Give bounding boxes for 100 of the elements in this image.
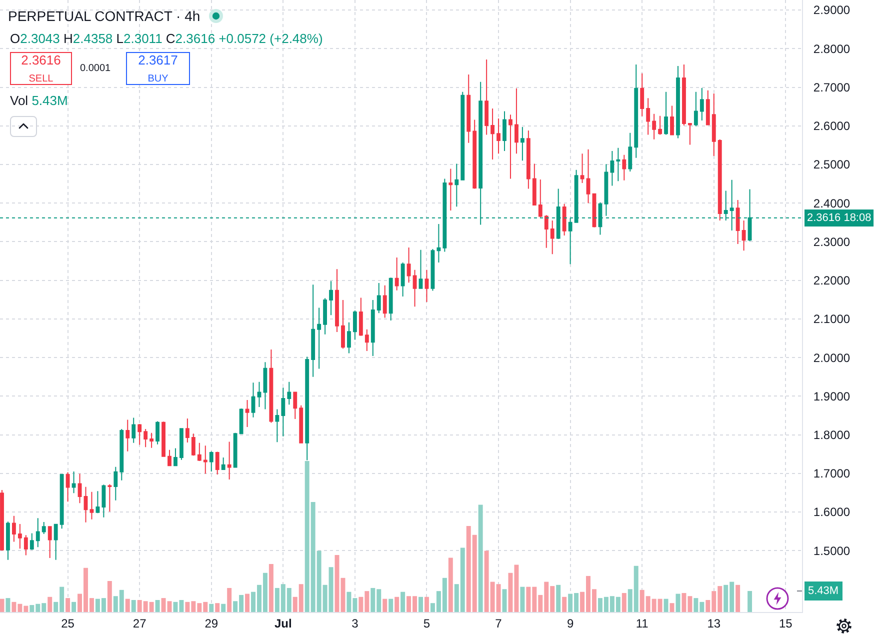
annotation: 2.3616 SELL	[21, 52, 61, 84]
x-tick-label: 27	[132, 616, 147, 630]
candlestick	[144, 428, 148, 448]
candlestick	[42, 522, 46, 534]
x-tick-label: 15	[778, 616, 793, 630]
candlestick	[502, 110, 506, 152]
candlestick	[24, 534, 28, 556]
candlestick	[311, 284, 316, 378]
candlestick	[544, 214, 548, 248]
y-tick-label: 2.9000	[813, 3, 850, 18]
candlestick	[162, 421, 166, 457]
candlestick	[78, 473, 82, 504]
candlestick	[72, 470, 76, 494]
y2-tick-label: 5.43M	[808, 585, 839, 597]
candlestick	[448, 168, 453, 211]
candlestick	[18, 523, 22, 550]
bar	[388, 598, 394, 612]
annotation: 0.0001	[80, 63, 112, 74]
candlestick	[335, 268, 339, 333]
candlestick	[203, 445, 208, 474]
candlestick	[490, 108, 495, 160]
candlestick	[634, 64, 638, 158]
candlestick	[694, 91, 698, 127]
candlestick	[108, 484, 112, 512]
candlestick	[364, 328, 369, 352]
candlestick	[676, 66, 680, 139]
y-tick-label: 2.3000	[813, 234, 850, 249]
candlestick	[174, 448, 178, 467]
candlestick	[520, 126, 524, 162]
candlestick	[233, 432, 238, 468]
candlestick	[275, 408, 280, 443]
candlestick	[406, 247, 411, 284]
candlestick	[466, 74, 471, 144]
candlestick	[412, 269, 417, 308]
candlestick	[54, 523, 58, 560]
y-tick-label: 2.1000	[813, 312, 850, 326]
candlestick	[622, 154, 626, 181]
x-tick-label: 5	[423, 616, 430, 630]
candlestick	[370, 300, 375, 356]
candlestick	[269, 348, 274, 424]
candlestick	[382, 284, 387, 318]
candlestick	[191, 433, 196, 456]
y-tick-label: 2.8000	[813, 42, 850, 56]
bar	[622, 593, 626, 612]
y-tick-label: 1.8000	[813, 428, 850, 442]
bar	[72, 602, 76, 612]
candlestick	[96, 490, 100, 514]
candlestick	[640, 72, 644, 117]
candlestick	[562, 203, 566, 236]
candlestick	[454, 163, 459, 208]
candlestick	[664, 91, 668, 136]
candlestick	[418, 249, 423, 290]
candlestick	[538, 179, 542, 218]
y-tick-label: 2.2000	[813, 274, 850, 288]
candlestick	[526, 130, 530, 190]
candlestick	[120, 428, 124, 481]
candlestick	[400, 262, 405, 298]
candlestick	[90, 491, 94, 520]
bar	[478, 504, 483, 612]
bar	[748, 590, 752, 612]
candlestick	[646, 98, 650, 136]
bar	[664, 598, 668, 612]
y-tick-label: 2.4000	[813, 196, 850, 210]
bar	[131, 600, 136, 612]
candlestick	[287, 381, 292, 406]
candlestick	[66, 472, 70, 502]
x-tick-label: 3	[352, 616, 359, 630]
candlestick	[156, 420, 160, 445]
ref-line-label: 2.3616 18:08	[807, 212, 872, 224]
candlestick	[317, 307, 322, 370]
y-tick-label: 1.7000	[813, 466, 850, 481]
candlestick	[376, 282, 381, 314]
candlestick	[610, 150, 614, 186]
candlestick	[12, 515, 16, 542]
x-tick-label: 25	[61, 616, 75, 630]
candlestick	[150, 432, 154, 448]
candlestick	[245, 400, 250, 428]
y-tick-label: 1.6000	[813, 505, 850, 520]
candlestick	[48, 526, 52, 558]
candlestick	[185, 418, 190, 443]
bar	[0, 598, 4, 612]
candlestick	[496, 118, 500, 154]
candlestick	[616, 147, 620, 182]
candlestick	[60, 474, 64, 530]
candlestick	[251, 382, 256, 418]
candlestick	[138, 423, 142, 446]
candlestick	[102, 484, 106, 518]
candlestick	[352, 310, 357, 340]
candlestick	[670, 105, 674, 136]
candlestick	[36, 518, 40, 548]
candlestick	[323, 298, 327, 335]
candlestick	[514, 88, 518, 154]
candlestick	[239, 408, 244, 434]
candlestick	[329, 280, 333, 316]
candlestick	[484, 58, 489, 136]
candlestick	[215, 451, 220, 476]
candlestick	[126, 419, 130, 452]
candlestick	[460, 91, 465, 181]
candlestick	[197, 442, 202, 462]
candlestick	[532, 163, 536, 206]
